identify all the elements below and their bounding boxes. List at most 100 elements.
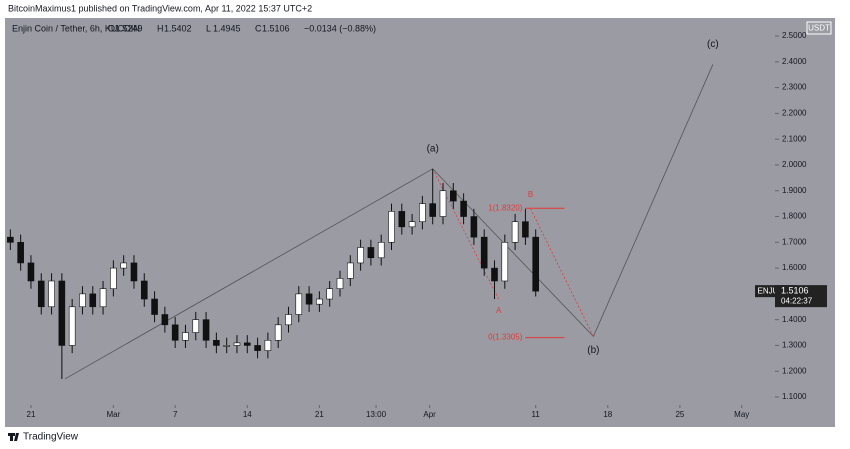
y-tick-label: 2.5000 [782,31,807,40]
candle-body [7,236,14,243]
legend-key: H [157,23,164,33]
x-tick-label: Mar [106,410,120,419]
candle-body [419,203,426,222]
countdown: 04:22:37 [781,296,813,305]
y-tick-label: 2.0000 [782,160,807,169]
currency-box [806,21,832,35]
price-tag-label: 1.5106 [781,286,809,296]
candle-body [449,190,457,202]
abc-label: A [496,306,502,315]
candle-body [346,262,354,279]
candle-body [182,332,189,341]
legend-value: 1.5249 [115,23,143,33]
y-tick-label: 1.7000 [782,237,807,246]
candle-body [408,221,416,228]
candle-body [192,319,200,333]
candle-body [511,221,519,243]
candle-body [522,221,529,238]
candle-body [491,267,498,282]
x-tick-label: 13:00 [366,410,387,419]
time-axis [5,405,835,427]
candle-body [254,345,261,351]
candle-body [285,314,292,326]
candle-body [326,288,333,300]
candle-body [213,339,220,346]
y-tick-label: 2.4000 [782,57,807,66]
candle-body [58,280,66,346]
header: BitcoinMaximus1 published on TradingView… [8,3,312,13]
candle-body [274,324,282,341]
candle-body [316,298,323,305]
y-tick-label: 1.9000 [782,186,807,195]
candle-body [79,293,86,308]
candle-body [460,200,467,217]
candle-body [243,342,251,346]
candle-body [336,278,344,290]
candle-body [223,345,230,347]
candle-body [233,342,241,346]
fib-label: 1(1.8320) [488,203,523,212]
x-tick-label: Apr [423,410,436,419]
candle-body [398,211,406,228]
candle-body [120,262,127,269]
x-tick-label: 25 [675,410,684,419]
wave-label: (c) [707,39,719,50]
abc-label: B [528,190,533,199]
chart-title: Enjin Coin / Tether, 6h, KUCOIN [12,23,140,33]
wave-label: (b) [587,345,599,356]
x-tick-label: 21 [315,410,324,419]
candle-body [439,190,447,217]
y-tick-label: 1.1000 [782,392,807,401]
candle-body [99,288,107,308]
legend-key: L [206,23,211,33]
candle-body [295,293,303,315]
candle-body [501,242,509,282]
y-tick-label: 1.2000 [782,366,807,375]
x-tick-label: 11 [532,410,541,419]
candle-body [429,203,436,217]
candle-body [37,280,45,308]
legend-value: 1.5106 [262,23,290,33]
legend-value: 1.5402 [164,23,192,33]
candle-body [470,216,478,238]
candle-body [202,319,210,341]
wave-line [64,64,714,380]
fib-label: 0(1.3305) [488,333,523,342]
candle-body [161,314,169,326]
candle-body [27,262,35,282]
legend-value: 1.4945 [213,23,241,33]
candle-body [110,267,117,290]
candle-body [305,293,313,305]
logo [8,433,19,441]
y-tick-label: 2.3000 [782,83,807,92]
y-tick-label: 1.8000 [782,212,807,221]
candle-body [171,324,179,341]
currency: USDT [808,24,830,33]
legend-change: −0.0134 (−0.88%) [304,23,376,33]
candle-body [17,242,24,264]
x-tick-label: 14 [243,410,252,419]
x-tick-label: 18 [603,410,612,419]
candle-body [357,247,364,264]
legend-key: C [255,23,262,33]
wave-label: (a) [427,143,439,154]
y-tick-label: 2.2000 [782,109,807,118]
candle-body [480,236,488,269]
y-tick-label: 2.1000 [782,134,807,143]
legend-key: O [108,23,115,33]
x-tick-label: 21 [27,410,36,419]
y-tick-label: 1.6000 [782,263,807,272]
candle-body [532,236,540,292]
candle-body [89,293,97,308]
price-axis [775,18,835,405]
price-tag [775,285,827,308]
y-tick-label: 1.3000 [782,341,807,350]
y-tick-label: 1.4000 [782,315,807,324]
x-tick-label: 7 [173,410,178,419]
candle-body [48,280,55,308]
candle-body [130,262,138,282]
candle-body [377,242,385,259]
candle-body [151,298,158,315]
candle-body [68,306,76,346]
